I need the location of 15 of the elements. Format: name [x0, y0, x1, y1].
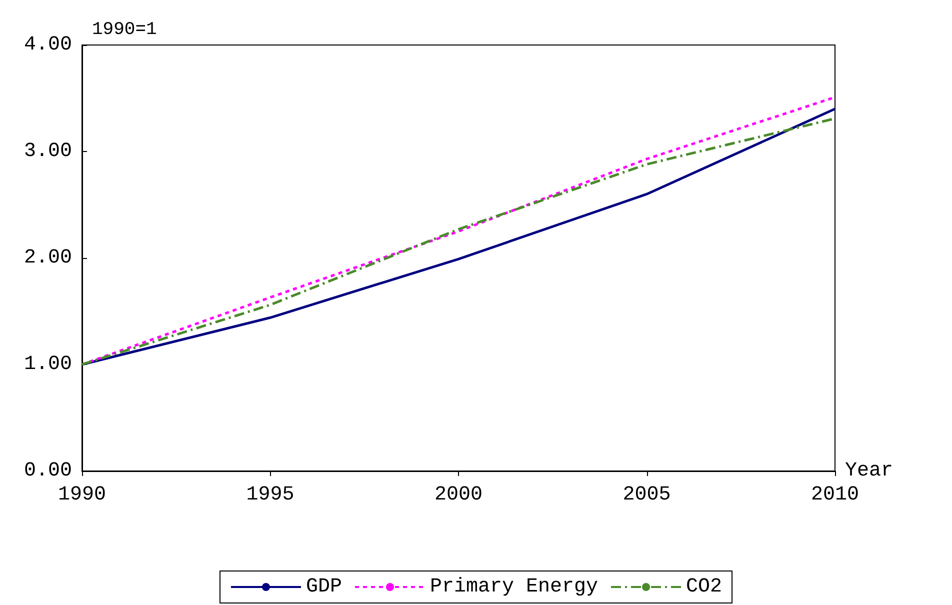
x-tick-label: 2000 — [434, 484, 483, 506]
x-tick-label: 1990 — [58, 484, 106, 506]
legend-label: GDP — [306, 576, 342, 598]
x-tick-label: 1995 — [246, 484, 294, 506]
x-tick-label: 2010 — [810, 484, 860, 506]
x-tick-label: 2005 — [622, 484, 671, 506]
x-axis-title: Year — [845, 460, 894, 482]
y-tick-label: 1.00 — [24, 353, 72, 376]
y-axis-title: 1990=1 — [92, 20, 157, 40]
legend-label: Primary Energy — [430, 576, 598, 598]
legend-label: CO2 — [686, 576, 722, 598]
y-tick-label: 2.00 — [24, 246, 72, 270]
y-tick-label: 0.00 — [24, 460, 72, 482]
y-tick-label: 3.00 — [24, 140, 72, 163]
y-tick-label: 4.00 — [24, 34, 72, 56]
